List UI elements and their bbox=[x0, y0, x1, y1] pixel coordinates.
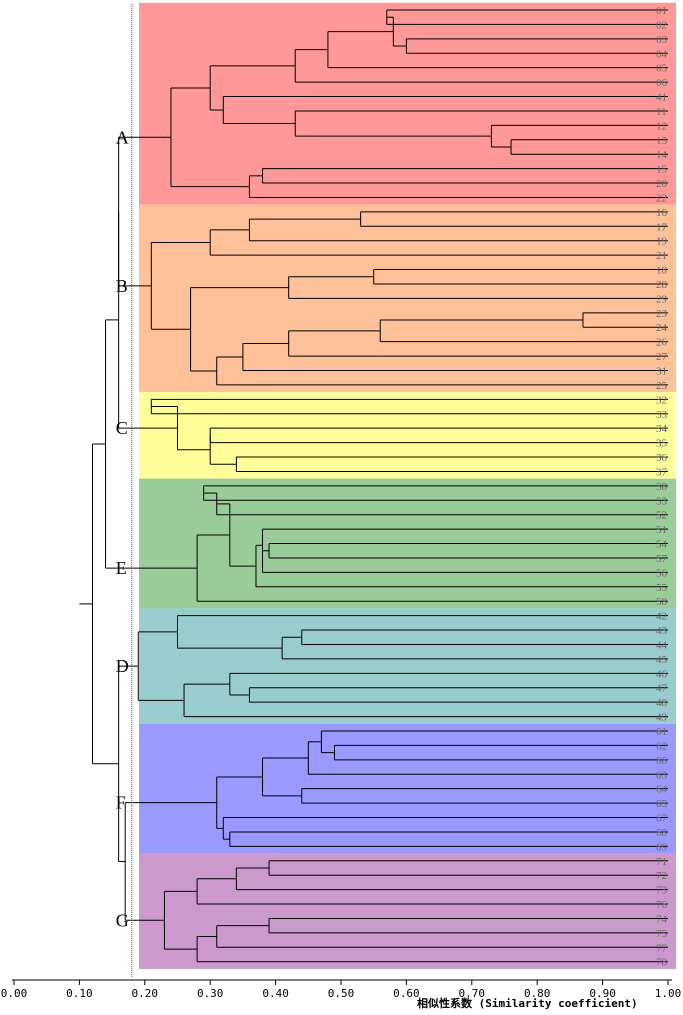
leaf-label: 15 bbox=[656, 164, 668, 176]
leaf-label: 32 bbox=[656, 394, 667, 406]
x-tick-label: 0.20 bbox=[132, 987, 159, 1000]
leaf-label: 02 bbox=[656, 19, 667, 31]
group-label-f: F bbox=[116, 793, 126, 813]
leaf-label: 12 bbox=[656, 120, 667, 132]
leaf-label: 61 bbox=[656, 726, 667, 738]
leaf-label: 37 bbox=[656, 466, 668, 478]
group-label-d: D bbox=[116, 656, 129, 676]
leaf-label: 21 bbox=[656, 250, 667, 262]
leaf-label: 28 bbox=[656, 279, 668, 291]
cluster-band-a bbox=[139, 2, 676, 205]
leaf-label: 45 bbox=[656, 654, 668, 666]
leaf-label: 35 bbox=[656, 438, 668, 450]
leaf-label: 27 bbox=[656, 351, 668, 363]
leaf-label: 04 bbox=[656, 48, 668, 60]
leaf-label: 46 bbox=[656, 668, 668, 680]
leaf-label: 53 bbox=[656, 495, 668, 507]
leaf-label: 34 bbox=[656, 423, 668, 435]
leaf-label: 20 bbox=[656, 178, 668, 190]
leaf-label: 23 bbox=[656, 308, 668, 320]
leaf-label: 64 bbox=[656, 784, 668, 796]
group-label-c: C bbox=[116, 418, 128, 438]
leaf-label: 68 bbox=[656, 827, 668, 839]
leaf-label: 75 bbox=[656, 928, 668, 940]
leaf-label: 63 bbox=[656, 769, 668, 781]
leaf-label: 51 bbox=[656, 524, 667, 536]
leaf-label: 16 bbox=[656, 207, 668, 219]
x-tick-label: 1.00 bbox=[655, 987, 682, 1000]
leaf-label: 67 bbox=[656, 813, 668, 825]
leaf-label: 01 bbox=[656, 5, 667, 17]
leaf-label: 03 bbox=[656, 34, 668, 46]
leaf-label: 33 bbox=[656, 409, 668, 421]
leaf-label: 58 bbox=[656, 596, 668, 608]
leaf-label: 24 bbox=[656, 322, 668, 334]
group-labels: A B C E D F G bbox=[116, 127, 129, 930]
leaf-label: 05 bbox=[656, 63, 668, 75]
leaf-labels: 01 02 03 04 05 06 41 11 12 13 14 15 20 22 16 17 19 21 18 28… bbox=[656, 5, 668, 969]
leaf-label: 74 bbox=[656, 913, 668, 925]
x-tick-label: 0.80 bbox=[524, 987, 551, 1000]
group-label-a: A bbox=[116, 127, 129, 147]
leaf-label: 36 bbox=[656, 452, 668, 464]
leaf-label: 57 bbox=[656, 553, 668, 565]
leaf-label: 11 bbox=[656, 106, 667, 118]
leaf-label: 44 bbox=[656, 639, 668, 651]
leaf-label: 25 bbox=[656, 380, 668, 392]
leaf-label: 76 bbox=[656, 899, 668, 911]
cluster-band-c bbox=[139, 392, 676, 479]
x-tick-label: 0.10 bbox=[66, 987, 93, 1000]
group-label-e: E bbox=[116, 558, 127, 578]
leaf-label: 49 bbox=[656, 712, 668, 724]
leaf-label: 48 bbox=[656, 697, 668, 709]
cluster-band-g bbox=[139, 853, 676, 969]
leaf-label: 13 bbox=[656, 135, 668, 147]
leaf-label: 18 bbox=[656, 265, 668, 277]
leaf-label: 78 bbox=[656, 957, 668, 969]
leaf-label: 69 bbox=[656, 841, 668, 853]
leaf-label: 14 bbox=[656, 149, 668, 161]
dendrogram-tree bbox=[79, 9, 668, 963]
x-tick-label: 0.30 bbox=[197, 987, 224, 1000]
leaf-label: 55 bbox=[656, 582, 668, 594]
leaf-label: 41 bbox=[656, 92, 667, 104]
x-tick-label: 0.50 bbox=[328, 987, 355, 1000]
leaf-label: 38 bbox=[656, 481, 668, 493]
leaf-label: 65 bbox=[656, 798, 668, 810]
x-axis-title: 相似性系数 (Similarity coefficient) bbox=[417, 996, 638, 1010]
leaf-label: 72 bbox=[656, 870, 667, 882]
leaf-label: 29 bbox=[656, 293, 668, 305]
leaf-label: 31 bbox=[656, 366, 667, 378]
cluster-band-d bbox=[139, 608, 676, 724]
leaf-label: 17 bbox=[656, 221, 668, 233]
leaf-label: 22 bbox=[656, 192, 667, 204]
x-tick-label: 0.40 bbox=[262, 987, 289, 1000]
leaf-label: 52 bbox=[656, 510, 667, 522]
group-label-b: B bbox=[116, 276, 128, 296]
x-axis: 0.00 0.10 0.20 0.30 0.40 0.50 0.60 0.70 0.80 0.90… bbox=[1, 979, 682, 1000]
leaf-label: 77 bbox=[656, 942, 668, 954]
x-tick-label: 0.60 bbox=[393, 987, 420, 1000]
leaf-label: 26 bbox=[656, 337, 668, 349]
leaf-label: 71 bbox=[656, 856, 667, 868]
leaf-label: 62 bbox=[656, 740, 667, 752]
leaf-label: 42 bbox=[656, 611, 667, 623]
leaf-label: 66 bbox=[656, 755, 668, 767]
group-label-g: G bbox=[116, 910, 129, 930]
leaf-label: 54 bbox=[656, 539, 668, 551]
leaf-label: 19 bbox=[656, 236, 668, 248]
x-tick-label: 0.70 bbox=[459, 987, 486, 1000]
leaf-label: 47 bbox=[656, 683, 668, 695]
leaf-label: 56 bbox=[656, 567, 668, 579]
x-tick-label: 0.00 bbox=[1, 987, 28, 1000]
leaf-label: 06 bbox=[656, 77, 668, 89]
leaf-label: 73 bbox=[656, 885, 668, 897]
x-tick-label: 0.90 bbox=[589, 987, 616, 1000]
leaf-label: 43 bbox=[656, 625, 668, 637]
